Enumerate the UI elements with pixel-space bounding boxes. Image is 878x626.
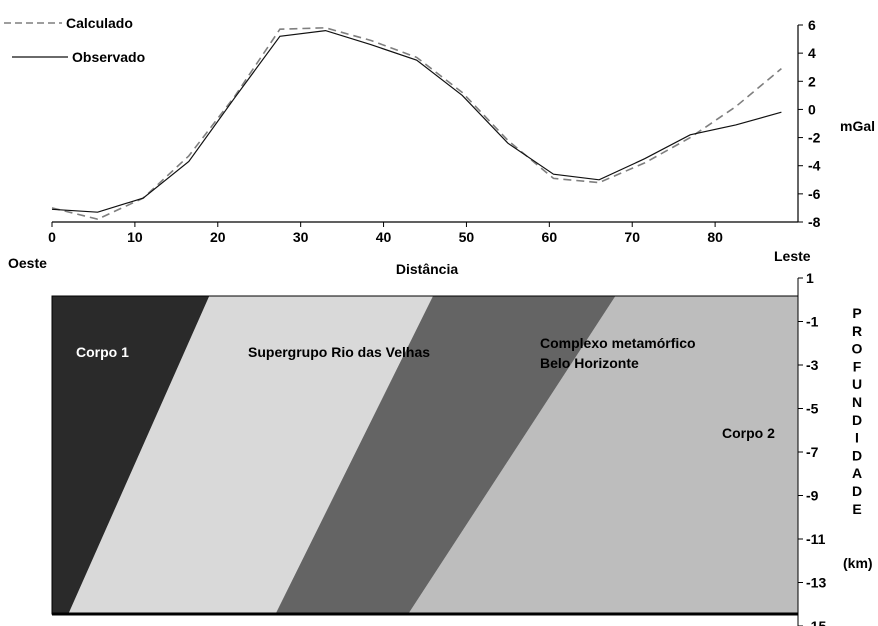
series-line-calculado xyxy=(51,26,782,221)
depth-tick-label: -7 xyxy=(806,444,819,460)
body-label-corpo-2: Corpo 2 xyxy=(722,425,775,441)
depth-tick-label: -9 xyxy=(806,488,819,504)
y-tick-label: -6 xyxy=(808,186,821,202)
legend-label-calculado: Calculado xyxy=(66,15,133,31)
y-tick-label: 4 xyxy=(808,45,816,61)
depth-tick-group: 1 -1 -3 -5 -7 -9 -11 -13 -15 xyxy=(797,270,826,626)
y-tick-label: -8 xyxy=(808,214,821,230)
x-axis-label: Distância xyxy=(396,261,458,277)
depth-label-letter: U xyxy=(852,376,862,392)
x-tick-label: 60 xyxy=(542,229,558,245)
x-tick-label: 0 xyxy=(48,229,56,245)
depth-label-letter: D xyxy=(852,412,862,428)
depth-tick-label: -13 xyxy=(806,575,826,591)
west-label: Oeste xyxy=(8,255,47,271)
x-tick-label: 40 xyxy=(376,229,392,245)
x-tick-group: 0 10 20 30 40 50 60 70 80 xyxy=(48,222,723,245)
depth-label-letter: A xyxy=(852,465,862,481)
y-tick-group: 6 4 2 0 -2 -4 -6 -8 xyxy=(798,17,821,230)
depth-tick-label: 1 xyxy=(806,270,814,286)
depth-tick-label: -3 xyxy=(806,357,819,373)
east-label: Leste xyxy=(774,248,811,264)
depth-label-letter: N xyxy=(852,394,862,410)
depth-tick-label: -11 xyxy=(806,531,826,547)
x-tick-label: 80 xyxy=(707,229,723,245)
depth-tick-label: -1 xyxy=(806,314,819,330)
x-tick-label: 30 xyxy=(293,229,309,245)
y-tick-label: 6 xyxy=(808,17,816,33)
bodies-group xyxy=(51,295,799,615)
legend: Calculado Observado xyxy=(4,15,145,65)
y-tick-label: 2 xyxy=(808,73,816,89)
y-axis-label: mGal xyxy=(840,118,875,134)
body-label-complexo-line1: Complexo metamórfico xyxy=(540,335,696,351)
x-tick-label: 20 xyxy=(210,229,226,245)
depth-label-letter: D xyxy=(852,483,862,499)
y-tick-label: -4 xyxy=(808,158,821,174)
depth-label-letter: O xyxy=(852,341,863,357)
depth-label-letter: D xyxy=(852,447,862,463)
series-group xyxy=(51,26,782,221)
x-tick-label: 50 xyxy=(459,229,475,245)
depth-label-letter: F xyxy=(853,358,862,374)
legend-label-observado: Observado xyxy=(72,49,145,65)
y-tick-label: -2 xyxy=(808,130,821,146)
body-label-corpo-1: Corpo 1 xyxy=(76,344,129,360)
depth-label-letter: R xyxy=(852,323,862,339)
depth-tick-label: -15 xyxy=(806,618,826,626)
geological-section: 1 -1 -3 -5 -7 -9 -11 -13 -15 Oeste Leste Corpo 1… xyxy=(8,248,873,626)
x-tick-label: 10 xyxy=(127,229,143,245)
depth-label-letter: I xyxy=(855,430,859,446)
depth-tick-label: -5 xyxy=(806,401,819,417)
depth-unit-label: (km) xyxy=(843,555,873,571)
depth-label-letter: P xyxy=(852,305,861,321)
depth-label-letter: E xyxy=(852,501,861,517)
body-label-rio-das-velhas: Supergrupo Rio das Velhas xyxy=(248,344,430,360)
y-tick-label: 0 xyxy=(808,101,816,117)
x-tick-label: 70 xyxy=(624,229,640,245)
body-label-complexo-line2: Belo Horizonte xyxy=(540,355,639,371)
